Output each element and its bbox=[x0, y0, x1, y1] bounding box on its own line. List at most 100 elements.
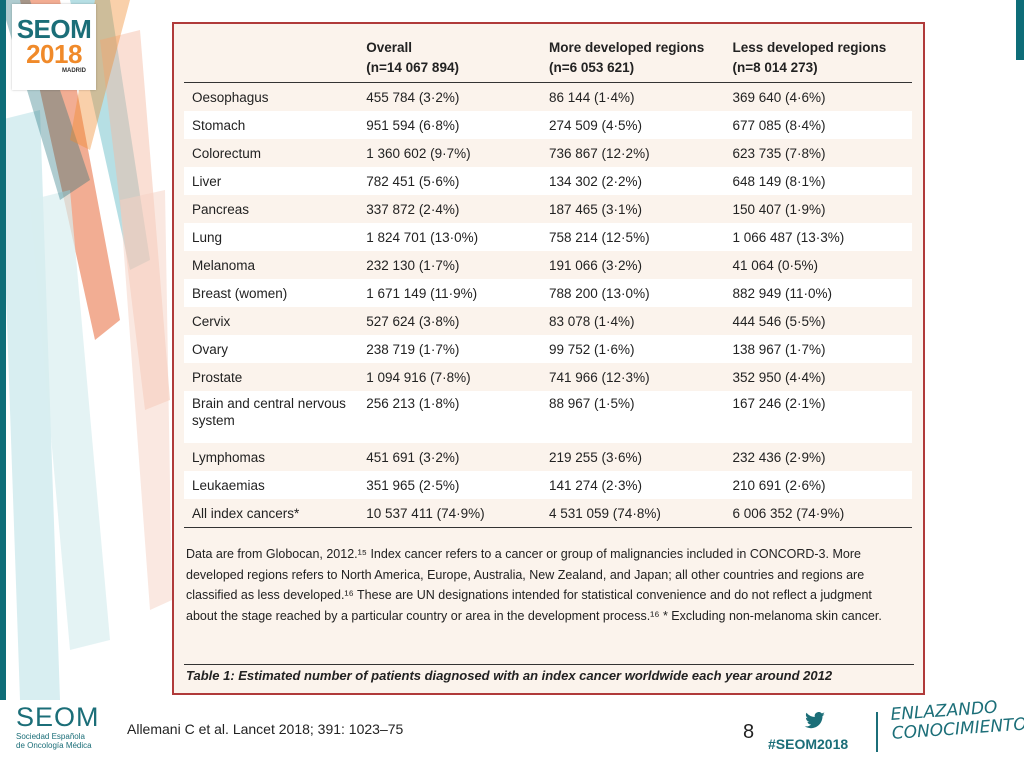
cell-overall: 455 784 (3·2%) bbox=[366, 89, 460, 105]
header-n: (n=8 014 273) bbox=[732, 60, 818, 75]
cell-site: Pancreas bbox=[192, 201, 250, 217]
seom-footer-logo: SEOM Sociedad Española de Oncología Médi… bbox=[16, 702, 108, 750]
cell-site: Prostate bbox=[192, 369, 243, 385]
table-row: Prostate 1 094 916 (7·8%) 741 966 (12·3%) 3… bbox=[184, 363, 912, 391]
caption-rule bbox=[184, 664, 914, 665]
cell-overall: 451 691 (3·2%) bbox=[366, 449, 460, 465]
footer-brand-sub1: Sociedad Española bbox=[16, 732, 85, 741]
cell-less-developed: 352 950 (4·4%) bbox=[732, 369, 826, 385]
cell-site: Breast (women) bbox=[184, 279, 363, 307]
right-accent-bar bbox=[1016, 0, 1024, 60]
cell-more-developed: 758 214 (12·5%) bbox=[545, 223, 729, 251]
table-row: Liver 782 451 (5·6%) 134 302 (2·2%) 648 149… bbox=[184, 167, 912, 195]
cell-overall: 951 594 (6·8%) bbox=[362, 111, 545, 139]
cell-overall: 1 671 149 (11·9%) bbox=[362, 279, 545, 307]
cell-overall: 351 965 (2·5%) bbox=[362, 471, 545, 499]
cell-more-developed: 88 967 (1·5%) bbox=[545, 391, 729, 443]
header-less-developed: Less developed regions (n=8 014 273) bbox=[728, 36, 912, 83]
cell-less-developed: 167 246 (2·1%) bbox=[728, 391, 912, 443]
cell-site: Oesophagus bbox=[192, 89, 269, 105]
cell-more-developed: 187 465 (3·1%) bbox=[549, 201, 643, 217]
cell-more-developed: 788 200 (13·0%) bbox=[545, 279, 729, 307]
cell-site: Melanoma bbox=[192, 257, 256, 273]
header-title: More developed regions bbox=[549, 40, 705, 55]
page-number: 8 bbox=[743, 721, 755, 743]
logo-line-seom: SEOM bbox=[16, 14, 92, 44]
header-n: (n=14 067 894) bbox=[366, 60, 459, 75]
table-header-row: Overall (n=14 067 894) More developed re… bbox=[184, 36, 912, 83]
cell-less-developed: 677 085 (8·4%) bbox=[728, 111, 912, 139]
cell-overall: 238 719 (1·7%) bbox=[362, 335, 545, 363]
cell-more-developed: 134 302 (2·2%) bbox=[545, 167, 729, 195]
cell-more-developed: 99 752 (1·6%) bbox=[545, 335, 729, 363]
cell-less-developed: 369 640 (4·6%) bbox=[732, 89, 826, 105]
cell-site: Ovary bbox=[184, 335, 363, 363]
cell-less-developed: 444 546 (5·5%) bbox=[732, 313, 826, 329]
cell-less-developed: 41 064 (0·5%) bbox=[732, 257, 819, 273]
cell-more-developed: 83 078 (1·4%) bbox=[549, 313, 635, 329]
table-row: Lymphomas 451 691 (3·2%) 219 255 (3·6%) 232… bbox=[184, 443, 912, 471]
table-container: Overall (n=14 067 894) More developed re… bbox=[184, 36, 912, 528]
cell-less-developed: 210 691 (2·6%) bbox=[728, 471, 912, 499]
header-n: (n=6 053 621) bbox=[549, 60, 635, 75]
cell-overall: 232 130 (1·7%) bbox=[366, 257, 460, 273]
table-row: Colorectum 1 360 602 (9·7%) 736 867 (12·2%… bbox=[184, 139, 912, 167]
table-row: Cervix 527 624 (3·8%) 83 078 (1·4%) 444 546… bbox=[184, 307, 912, 335]
cell-overall: 782 451 (5·6%) bbox=[362, 167, 545, 195]
table-row: Leukaemias 351 965 (2·5%) 141 274 (2·3%) 21… bbox=[184, 471, 912, 499]
cell-less-developed: 138 967 (1·7%) bbox=[728, 335, 912, 363]
footer-divider bbox=[876, 712, 878, 752]
cell-site: Leukaemias bbox=[184, 471, 363, 499]
twitter-bird-icon[interactable] bbox=[804, 712, 826, 730]
cell-site: All index cancers* bbox=[192, 505, 300, 521]
cell-more-developed: 274 509 (4·5%) bbox=[545, 111, 729, 139]
cell-site: Cervix bbox=[192, 313, 231, 329]
cell-more-developed: 741 966 (12·3%) bbox=[549, 369, 650, 385]
logo-city: MADRID bbox=[62, 68, 86, 74]
cell-less-developed: 648 149 (8·1%) bbox=[728, 167, 912, 195]
slogan-enlazando-conocimiento: ENLAZANDO CONOCIMIENTO bbox=[890, 697, 1024, 744]
cell-overall: 1 824 701 (13·0%) bbox=[362, 223, 545, 251]
header-overall: Overall (n=14 067 894) bbox=[362, 36, 545, 83]
cell-less-developed: 6 006 352 (74·9%) bbox=[732, 505, 845, 521]
left-accent-bar bbox=[0, 0, 6, 700]
header-title: Less developed regions bbox=[732, 40, 887, 55]
hashtag-link[interactable]: #SEOM2018 bbox=[768, 736, 849, 752]
table-row: Oesophagus 455 784 (3·2%) 86 144 (1·4%) 369… bbox=[184, 83, 912, 112]
cell-less-developed: 232 436 (2·9%) bbox=[732, 449, 826, 465]
lancet-table-image: Overall (n=14 067 894) More developed re… bbox=[172, 22, 925, 695]
cell-site: Lung bbox=[184, 223, 363, 251]
cell-overall: 1 094 916 (7·8%) bbox=[366, 369, 471, 385]
decorative-brush-strokes bbox=[0, 0, 172, 700]
table-bottom-rule bbox=[184, 527, 912, 528]
cell-overall: 256 213 (1·8%) bbox=[362, 391, 545, 443]
cell-site: Colorectum bbox=[192, 145, 262, 161]
cell-less-developed: 623 735 (7·8%) bbox=[732, 145, 826, 161]
cell-more-developed: 141 274 (2·3%) bbox=[545, 471, 729, 499]
cell-more-developed: 86 144 (1·4%) bbox=[549, 89, 635, 105]
cell-overall: 527 624 (3·8%) bbox=[366, 313, 460, 329]
header-more-developed: More developed regions (n=6 053 621) bbox=[545, 36, 729, 83]
cell-more-developed: 4 531 059 (74·8%) bbox=[549, 505, 661, 521]
cell-overall: 10 537 411 (74·9%) bbox=[366, 505, 485, 521]
cell-site: Liver bbox=[184, 167, 363, 195]
table-row: Brain and central nervous system 256 213 … bbox=[184, 391, 912, 443]
cell-more-developed: 736 867 (12·2%) bbox=[549, 145, 650, 161]
table-row: Ovary 238 719 (1·7%) 99 752 (1·6%) 138 967 … bbox=[184, 335, 912, 363]
table-row: Pancreas 337 872 (2·4%) 187 465 (3·1%) 150 … bbox=[184, 195, 912, 223]
cell-site: Brain and central nervous system bbox=[184, 391, 363, 443]
table-row: Stomach 951 594 (6·8%) 274 509 (4·5%) 677 0… bbox=[184, 111, 912, 139]
cell-more-developed: 219 255 (3·6%) bbox=[549, 449, 643, 465]
citation-text: Allemani C et al. Lancet 2018; 391: 1023… bbox=[127, 721, 404, 737]
seom-2018-logo: SEOM 2018 MADRID bbox=[12, 4, 96, 90]
footer-brand: SEOM bbox=[16, 702, 100, 732]
table-row: Breast (women) 1 671 149 (11·9%) 788 200 (… bbox=[184, 279, 912, 307]
header-site bbox=[184, 36, 363, 83]
cell-less-developed: 1 066 487 (13·3%) bbox=[728, 223, 912, 251]
cell-site: Lymphomas bbox=[192, 449, 266, 465]
footer-brand-sub2: de Oncología Médica bbox=[16, 741, 92, 750]
table-row: All index cancers* 10 537 411 (74·9%) 4 53… bbox=[184, 499, 912, 527]
table-footnotes: Data are from Globocan, 2012.¹⁵ Index ca… bbox=[186, 547, 882, 623]
header-title: Overall bbox=[366, 40, 413, 55]
cell-overall: 337 872 (2·4%) bbox=[366, 201, 460, 217]
